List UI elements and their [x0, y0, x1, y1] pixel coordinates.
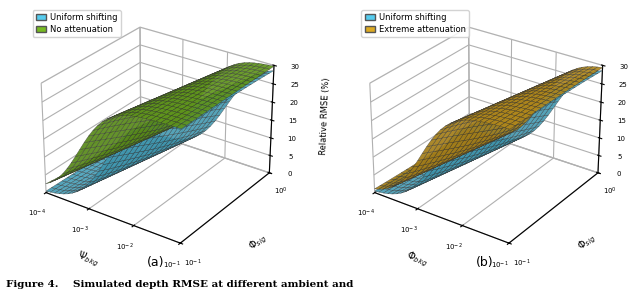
Y-axis label: $\Phi_{sig}$: $\Phi_{sig}$	[575, 231, 599, 254]
Title: (a): (a)	[147, 256, 164, 269]
Legend: Uniform shifting, No attenuation: Uniform shifting, No attenuation	[33, 10, 121, 37]
Title: (b): (b)	[476, 256, 493, 269]
Y-axis label: $\Phi_{sig}$: $\Phi_{sig}$	[246, 231, 271, 254]
Text: Figure 4.    Simulated depth RMSE at different ambient and: Figure 4. Simulated depth RMSE at differ…	[6, 280, 354, 289]
X-axis label: $\Phi_{bkg}$: $\Phi_{bkg}$	[404, 248, 429, 269]
X-axis label: $\Psi_{bkg}$: $\Psi_{bkg}$	[76, 248, 101, 269]
Legend: Uniform shifting, Extreme attenuation: Uniform shifting, Extreme attenuation	[362, 10, 469, 37]
